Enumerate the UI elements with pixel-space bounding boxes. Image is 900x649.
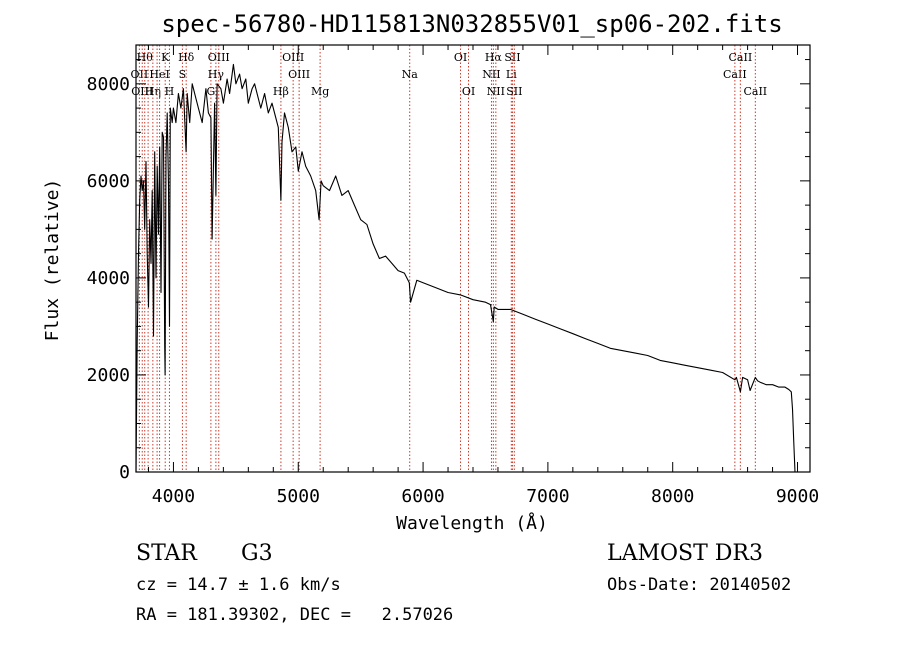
plot-frame [135, 44, 811, 473]
line-marker-label: Hβ [273, 85, 289, 98]
line-marker-label: OI [462, 85, 475, 98]
line-marker-label: Hα [485, 51, 503, 64]
y-tick-label: 0 [119, 462, 130, 483]
y-tick-label: 4000 [87, 268, 130, 289]
chart-title: spec-56780-HD115813N032855V01_sp06-202.f… [161, 10, 782, 38]
spectrum-layer [135, 63, 796, 473]
line-marker-label: OIII [282, 51, 304, 64]
redshift-text: cz = 14.7 ± 1.6 km/s [136, 575, 341, 595]
coordinates-text: RA = 181.39302, DEC = 2.57026 [136, 605, 453, 625]
line-marker-label: Hη [145, 85, 161, 98]
x-tick-label: 5000 [277, 486, 320, 507]
line-marker-label: S [179, 68, 187, 81]
line-marker-label: OI [454, 51, 467, 64]
spectrum-series-line [135, 63, 796, 473]
obs-date-text: Obs-Date: 20140502 [607, 575, 791, 595]
line-marker-label: G [206, 85, 215, 98]
line-marker-label: HeI [149, 68, 169, 81]
line-marker-label: OIII [288, 68, 310, 81]
y-tick-label: 8000 [87, 74, 130, 95]
x-tick-label: 8000 [651, 486, 694, 507]
y-tick-label: 2000 [87, 365, 130, 386]
line-marker-label: Na [402, 68, 419, 81]
object-class: STAR [136, 541, 198, 566]
line-marker-label: K [161, 51, 170, 64]
y-axis-label: Flux (relative) [42, 179, 63, 342]
x-tick-label: 9000 [776, 486, 819, 507]
line-marker-label: SII [504, 51, 520, 64]
survey-name: LAMOST DR3 [607, 541, 763, 566]
y-tick-label: 6000 [87, 171, 130, 192]
object-subclass: G3 [241, 541, 273, 566]
line-marker-label: OII [131, 68, 149, 81]
line-marker-label: Mg [311, 85, 329, 98]
line-marker-label: Hθ [137, 51, 154, 64]
line-marker-label: CaII [743, 85, 767, 98]
x-tick-label: 4000 [152, 486, 195, 507]
line-marker-label: CaII [723, 68, 747, 81]
x-axis-label: Wavelength (Å) [396, 512, 548, 534]
line-marker-label: Hγ [208, 68, 225, 81]
line-marker-label: NII [487, 85, 505, 98]
line-marker-label: H [165, 85, 175, 98]
y-axis-ticks: 0 2000 4000 6000 8000 [87, 59, 810, 483]
spectral-line-markers: OIIOIIIHθHηHeIKHSHδGHγOIIIHβOIIIOIIIMgNa… [131, 45, 767, 472]
x-tick-label: 6000 [401, 486, 444, 507]
line-marker-label: Li [506, 68, 517, 81]
line-marker-label: Hδ [178, 51, 195, 64]
line-marker-label: OIII [208, 51, 230, 64]
x-tick-label: 7000 [526, 486, 569, 507]
line-marker-label: SII [506, 85, 522, 98]
line-marker-label: NII [482, 68, 500, 81]
line-marker-label: CaII [729, 51, 753, 64]
x-axis-ticks: 4000 5000 6000 7000 8000 9000 [147, 45, 819, 507]
